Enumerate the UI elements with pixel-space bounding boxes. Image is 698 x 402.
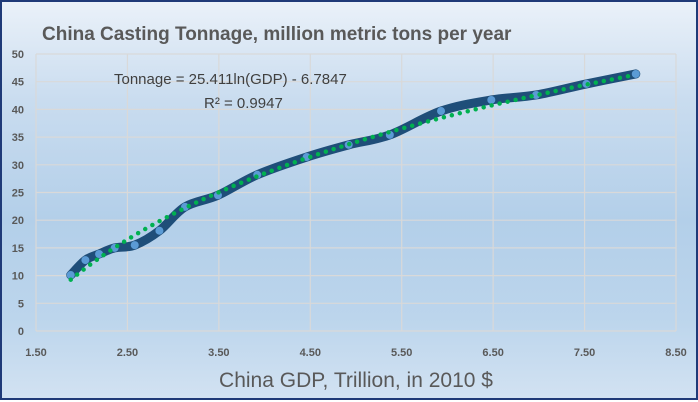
data-point bbox=[631, 69, 640, 78]
y-tick-label: 25 bbox=[12, 188, 24, 200]
y-tick-label: 15 bbox=[12, 243, 24, 255]
data-point bbox=[155, 226, 164, 235]
y-tick-label: 10 bbox=[12, 271, 24, 283]
y-tick-label: 0 bbox=[18, 326, 24, 338]
chart-title: China Casting Tonnage, million metric to… bbox=[42, 24, 512, 45]
x-tick-label: 1.50 bbox=[25, 347, 46, 359]
y-tick-label: 30 bbox=[12, 160, 24, 172]
x-tick-label: 2.50 bbox=[117, 347, 138, 359]
y-axis-ticks: 0 5 10 15 20 25 30 35 40 45 50 bbox=[12, 49, 24, 338]
trendline bbox=[68, 72, 639, 282]
trendline-path bbox=[68, 72, 639, 282]
y-tick-label: 20 bbox=[12, 215, 24, 227]
data-point bbox=[81, 256, 90, 265]
x-tick-label: 7.50 bbox=[574, 347, 595, 359]
y-tick-label: 50 bbox=[12, 49, 24, 61]
x-axis-ticks: 1.50 2.50 3.50 4.50 5.50 6.50 7.50 8.50 bbox=[25, 347, 686, 359]
trendline-equation: Tonnage = 25.411ln(GDP) - 6.7847 bbox=[114, 71, 347, 88]
x-axis-title: China GDP, Trillion, in 2010 $ bbox=[219, 369, 493, 392]
data-point bbox=[95, 249, 104, 258]
data-point bbox=[437, 107, 446, 116]
x-tick-label: 3.50 bbox=[208, 347, 229, 359]
grid bbox=[35, 53, 677, 332]
x-tick-label: 4.50 bbox=[300, 347, 321, 359]
x-tick-label: 5.50 bbox=[391, 347, 412, 359]
data-point bbox=[66, 271, 75, 280]
y-tick-label: 5 bbox=[18, 298, 24, 310]
y-tick-label: 45 bbox=[12, 77, 24, 89]
x-tick-label: 6.50 bbox=[482, 347, 503, 359]
r-squared-label: R² = 0.9947 bbox=[204, 95, 283, 112]
x-tick-label: 8.50 bbox=[665, 347, 686, 359]
series-line bbox=[66, 69, 641, 280]
y-tick-label: 35 bbox=[12, 132, 24, 144]
data-point bbox=[487, 95, 496, 104]
y-tick-label: 40 bbox=[12, 104, 24, 116]
data-point bbox=[130, 241, 139, 250]
